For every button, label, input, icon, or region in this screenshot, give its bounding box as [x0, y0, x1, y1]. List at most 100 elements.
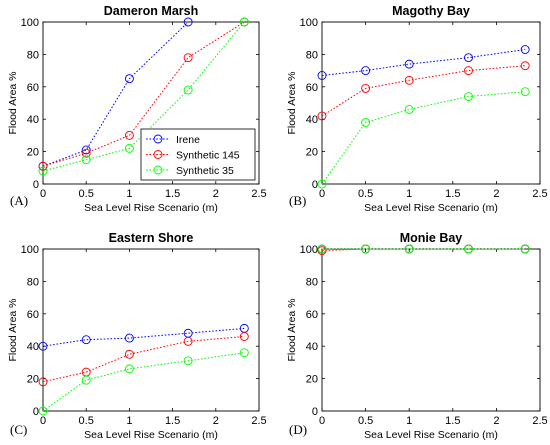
x-tick-label: 1.5: [445, 188, 460, 200]
data-point: [239, 17, 249, 27]
y-tick-label: 40: [306, 341, 318, 353]
data-point: [124, 349, 134, 359]
y-axis-label: Flood Area %: [286, 71, 298, 134]
data-point: [464, 53, 473, 63]
series-line-2: [42, 352, 245, 412]
data-point: [404, 244, 414, 254]
chart-title: Monie Bay: [400, 231, 463, 245]
series-line-0: [321, 49, 526, 76]
x-tick-label: 1.5: [445, 415, 460, 427]
data-point: [183, 53, 193, 63]
x-tick-label: 0: [40, 188, 46, 200]
x-tick-label: 1: [126, 415, 132, 427]
x-tick-label: 2: [213, 415, 219, 427]
y-tick-label: 60: [306, 309, 318, 321]
x-tick-label: 1.5: [165, 415, 180, 427]
x-tick-label: 0.5: [358, 415, 373, 427]
x-tick-label: 1.5: [165, 188, 180, 200]
y-tick-label: 100: [300, 17, 318, 29]
data-point: [239, 348, 249, 358]
panel-3: 0 0.5 1 1.5 2 2.5 0 20 40 60 80 100 Monie Bay Sea Lev…: [286, 231, 548, 441]
data-point: [464, 92, 473, 101]
series-line-1: [321, 65, 526, 117]
y-tick-label: 20: [27, 374, 39, 386]
panel-0: 0 0.5 1 1.5 2 2.5 0 20 40 60 80 100 Dameron Marsh Sea…: [7, 4, 267, 214]
y-tick-label: 60: [27, 309, 39, 321]
legend-swatch-marker: [153, 165, 163, 175]
data-point: [124, 333, 134, 343]
data-point: [317, 179, 327, 189]
data-point: [361, 83, 371, 93]
data-point: [361, 66, 371, 76]
data-point: [404, 105, 414, 114]
legend-label: Synthetic 145: [176, 150, 240, 162]
x-tick-label: 0: [40, 415, 46, 427]
data-point: [520, 61, 530, 71]
data-point: [124, 364, 134, 374]
x-tick-label: 1: [406, 415, 412, 427]
y-tick-label: 80: [27, 276, 39, 288]
legend-swatch-marker: [153, 134, 163, 144]
x-tick-label: 2.5: [251, 188, 266, 200]
chart-title: Eastern Shore: [109, 231, 194, 245]
y-tick-label: 100: [300, 244, 318, 256]
data-point: [361, 244, 371, 254]
x-tick-label: 2: [493, 415, 499, 427]
x-axis-label: Sea Level Rise Scenario (m): [84, 202, 218, 214]
plot-area: [321, 248, 541, 412]
data-point: [183, 17, 193, 27]
data-point: [317, 71, 327, 80]
legend-label: Irene: [176, 134, 200, 146]
data-point: [361, 117, 371, 127]
x-tick-label: 0.5: [79, 415, 94, 427]
legend-swatch-marker: [153, 150, 163, 159]
data-point: [124, 74, 134, 84]
y-axis-label: Flood Area %: [7, 298, 19, 361]
data-point: [183, 336, 193, 346]
panel-label: (D): [289, 422, 307, 437]
x-tick-label: 2: [213, 188, 219, 200]
data-point: [38, 377, 48, 387]
data-point: [38, 406, 48, 416]
data-point: [404, 75, 414, 85]
y-tick-label: 0: [312, 179, 318, 191]
data-point: [464, 66, 473, 76]
data-point: [464, 244, 473, 254]
y-tick-label: 60: [27, 82, 39, 94]
y-tick-label: 20: [27, 147, 39, 159]
series-line-0: [42, 327, 245, 347]
data-point: [404, 59, 414, 69]
x-axis-label: Sea Level Rise Scenario (m): [364, 429, 498, 441]
series-line-0: [42, 21, 189, 167]
panel-label: (C): [10, 422, 27, 437]
data-point: [81, 155, 91, 165]
x-axis-label: Sea Level Rise Scenario (m): [84, 429, 218, 441]
data-point: [183, 356, 193, 366]
x-tick-label: 2.5: [532, 188, 547, 200]
data-point: [183, 85, 193, 95]
data-point: [81, 148, 91, 158]
x-tick-label: 0.5: [79, 188, 94, 200]
y-tick-label: 0: [312, 406, 318, 418]
y-tick-label: 40: [306, 114, 318, 126]
data-point: [81, 375, 91, 385]
y-axis-label: Flood Area %: [7, 71, 19, 134]
x-tick-label: 1: [406, 188, 412, 200]
y-tick-label: 60: [306, 82, 318, 94]
y-tick-label: 80: [27, 49, 39, 61]
x-tick-label: 2.5: [532, 415, 547, 427]
panel-label: (B): [289, 193, 306, 208]
x-tick-label: 1: [126, 188, 132, 200]
chart-title: Dameron Marsh: [104, 4, 198, 18]
y-tick-label: 0: [33, 179, 39, 191]
data-point: [38, 341, 48, 351]
x-tick-label: 0: [319, 415, 325, 427]
series-line-2: [42, 21, 245, 172]
y-tick-label: 40: [27, 114, 39, 126]
data-point: [317, 244, 327, 254]
x-tick-label: 0.5: [358, 188, 373, 200]
data-point: [239, 332, 249, 341]
y-tick-label: 80: [306, 276, 318, 288]
x-tick-label: 2.5: [251, 415, 266, 427]
data-point: [317, 111, 327, 121]
